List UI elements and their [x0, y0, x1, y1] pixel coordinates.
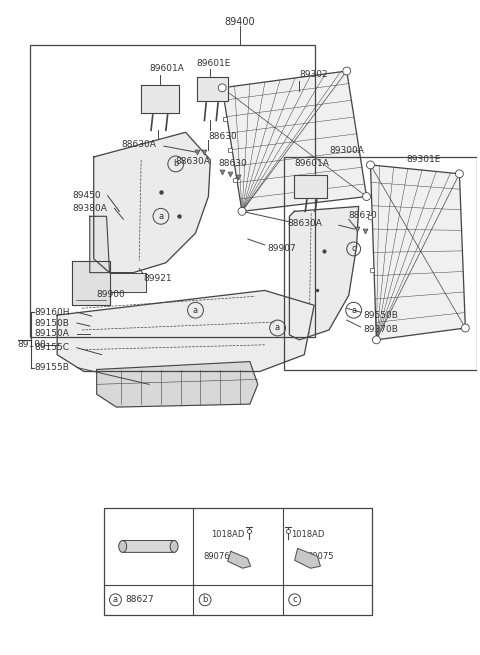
Circle shape: [362, 193, 371, 200]
Text: 88627: 88627: [125, 595, 154, 605]
Text: c: c: [292, 595, 297, 605]
Text: 89302: 89302: [300, 71, 328, 79]
Text: a: a: [351, 306, 356, 314]
Polygon shape: [196, 77, 228, 101]
Text: 89601A: 89601A: [294, 159, 329, 168]
Circle shape: [343, 67, 351, 75]
Text: 89100: 89100: [18, 341, 47, 349]
Text: 89900: 89900: [96, 290, 125, 299]
Circle shape: [461, 324, 469, 332]
Bar: [104, 508, 372, 614]
Text: 89380A: 89380A: [72, 204, 107, 213]
Polygon shape: [371, 165, 466, 340]
Text: 1018AD: 1018AD: [291, 530, 324, 539]
Polygon shape: [141, 85, 179, 113]
Text: 89400: 89400: [225, 16, 255, 27]
Text: c: c: [351, 244, 356, 253]
Text: 89450: 89450: [72, 191, 101, 200]
Bar: [30, 45, 315, 337]
Text: 89601E: 89601E: [196, 58, 231, 67]
Polygon shape: [57, 290, 314, 371]
Ellipse shape: [170, 540, 178, 552]
Text: 1018AD: 1018AD: [211, 530, 244, 539]
Text: 89075: 89075: [308, 552, 334, 561]
Text: 88630: 88630: [208, 132, 237, 141]
Text: 89550B: 89550B: [363, 310, 398, 320]
Polygon shape: [94, 132, 210, 272]
Text: 89601A: 89601A: [149, 64, 184, 73]
Text: 88630: 88630: [349, 211, 377, 220]
Circle shape: [372, 336, 380, 344]
Polygon shape: [295, 548, 320, 568]
Polygon shape: [222, 71, 367, 212]
Polygon shape: [72, 261, 109, 305]
Text: b: b: [173, 159, 179, 168]
Text: 89155B: 89155B: [35, 363, 69, 372]
Ellipse shape: [119, 540, 127, 552]
Text: a: a: [275, 324, 280, 333]
Text: 89301E: 89301E: [406, 155, 441, 164]
Polygon shape: [96, 362, 258, 407]
Text: 89150A: 89150A: [35, 329, 69, 339]
Circle shape: [456, 170, 463, 178]
Text: 89300A: 89300A: [329, 145, 364, 155]
Text: 89155C: 89155C: [35, 343, 70, 352]
Circle shape: [238, 208, 246, 215]
FancyBboxPatch shape: [122, 540, 175, 552]
Text: 88630A: 88630A: [121, 140, 156, 149]
Text: 89160H: 89160H: [35, 308, 70, 316]
Text: 89076: 89076: [203, 552, 230, 561]
Polygon shape: [109, 272, 146, 292]
Polygon shape: [228, 552, 251, 568]
Polygon shape: [289, 206, 359, 340]
Text: 89907: 89907: [268, 244, 297, 253]
Text: 88630A: 88630A: [288, 219, 322, 228]
Polygon shape: [294, 175, 327, 198]
Circle shape: [367, 161, 374, 169]
Text: 89150B: 89150B: [35, 318, 69, 328]
Circle shape: [218, 84, 226, 92]
Text: 88630: 88630: [218, 159, 247, 168]
Text: 89921: 89921: [143, 274, 172, 283]
Text: a: a: [193, 306, 198, 314]
Polygon shape: [90, 216, 109, 272]
Text: a: a: [113, 595, 118, 605]
Text: 88630A: 88630A: [176, 157, 211, 166]
Text: a: a: [158, 212, 164, 221]
Text: 89370B: 89370B: [363, 326, 398, 335]
Text: b: b: [203, 595, 208, 605]
Bar: [285, 157, 477, 369]
